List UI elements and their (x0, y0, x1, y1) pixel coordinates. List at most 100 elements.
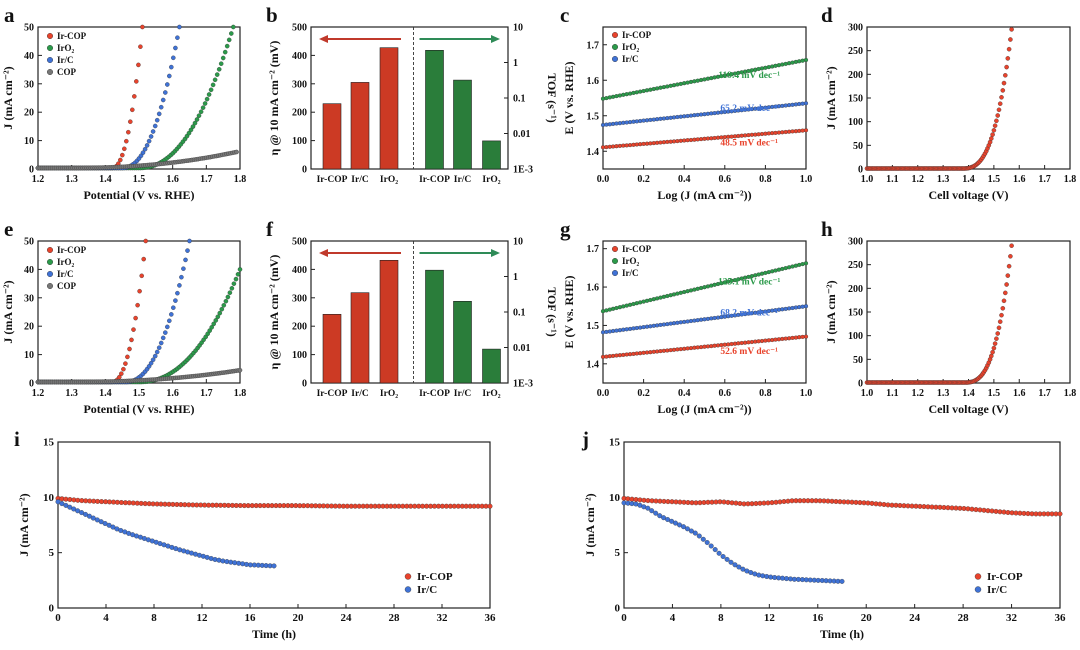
data-point (678, 114, 683, 119)
legend-marker (974, 573, 982, 580)
y-tick-label: 10 (43, 492, 55, 504)
data-point (165, 324, 170, 330)
data-point (766, 338, 771, 343)
data-point (175, 290, 180, 296)
x-tick-label: 1.5 (988, 174, 1001, 185)
y-tick-label: 40 (24, 265, 34, 276)
category-label: IrO₂ (482, 175, 500, 185)
y-tick-label: 1E-3 (513, 379, 533, 390)
data-point (746, 133, 751, 138)
data-point (165, 82, 170, 87)
category-label: IrO₂ (380, 389, 398, 399)
legend-marker (47, 259, 54, 266)
data-point (787, 103, 792, 108)
data-point (675, 114, 680, 120)
data-point (678, 290, 683, 295)
data-point (638, 300, 643, 305)
y-tick-label: 0.01 (513, 343, 531, 354)
data-point (624, 120, 629, 125)
data-point (776, 63, 781, 68)
data-point (1001, 298, 1007, 304)
data-point (712, 111, 717, 116)
legend-marker (612, 56, 619, 63)
x-tick-label: 1.3 (937, 174, 950, 185)
data-point (645, 505, 651, 511)
data-point (999, 312, 1004, 318)
data-point (766, 131, 771, 136)
data-point (992, 123, 998, 128)
x-tick-label: 8 (718, 612, 724, 624)
data-point (628, 143, 633, 148)
data-point (234, 149, 239, 155)
data-point (728, 559, 734, 565)
panel-label: g (560, 217, 571, 241)
data-point (661, 85, 666, 90)
x-tick-label: 4 (670, 612, 676, 624)
data-point (171, 55, 176, 61)
category-label: Ir/C (351, 389, 369, 399)
data-point (163, 330, 168, 335)
data-point (648, 297, 653, 303)
data-point (776, 130, 781, 135)
y-axis-label: J (mA cm⁻²) (583, 493, 597, 556)
data-point (638, 351, 643, 356)
data-point (702, 136, 707, 141)
data-point (141, 256, 146, 262)
data-point (611, 306, 616, 311)
y-tick-label: 0.01 (513, 129, 531, 140)
data-point (671, 139, 677, 144)
data-point (617, 328, 622, 333)
data-point (271, 563, 277, 569)
y-tick-label: 10 (24, 136, 34, 147)
data-point (194, 117, 200, 122)
plot-frame (866, 240, 1071, 384)
x-tick-label: 0.8 (759, 388, 772, 399)
y-tick-label: 30 (24, 293, 34, 304)
data-point (621, 352, 626, 357)
y-tick-label: 200 (292, 108, 307, 119)
category-label: Ir-COP (317, 175, 348, 185)
y-tick-label: 1.4 (587, 359, 600, 370)
data-point (119, 371, 124, 376)
legend-entry: Ir-COP (622, 30, 652, 40)
data-point (720, 554, 726, 559)
data-point (678, 320, 683, 325)
data-point (699, 317, 704, 322)
x-tick-label: 1.8 (1064, 388, 1077, 399)
data-point (621, 304, 626, 309)
data-point (634, 119, 639, 124)
data-point (229, 286, 235, 291)
y-tick-label: 300 (292, 79, 307, 90)
legend-entry: IrO₂ (57, 43, 74, 53)
data-point (628, 352, 633, 357)
y-tick-label: 15 (609, 437, 621, 449)
x-axis-label: Potential (V vs. RHE) (83, 188, 194, 202)
data-point (611, 144, 616, 149)
bar (453, 300, 472, 384)
data-point (140, 24, 145, 30)
data-point (682, 81, 687, 86)
data-point (658, 295, 663, 300)
data-point (705, 76, 710, 81)
data-point (997, 101, 1003, 106)
data-point (648, 87, 653, 92)
bar (482, 348, 501, 384)
data-point (700, 536, 706, 542)
data-point (661, 515, 667, 521)
data-point (797, 335, 802, 340)
data-point (1005, 56, 1011, 61)
data-point (122, 146, 127, 152)
x-tick-label: 1.0 (800, 388, 813, 399)
data-point (736, 564, 742, 570)
data-point (688, 318, 694, 324)
data-point (705, 284, 710, 289)
data-point (702, 77, 707, 82)
data-point (188, 127, 194, 133)
y-tick-label: 500 (292, 23, 307, 34)
data-point (215, 314, 221, 320)
data-point (992, 341, 998, 346)
x-tick-label: 0.4 (678, 388, 691, 399)
data-point (138, 44, 143, 49)
category-label: Ir-COP (419, 175, 450, 185)
x-tick-label: 1.7 (200, 174, 213, 185)
